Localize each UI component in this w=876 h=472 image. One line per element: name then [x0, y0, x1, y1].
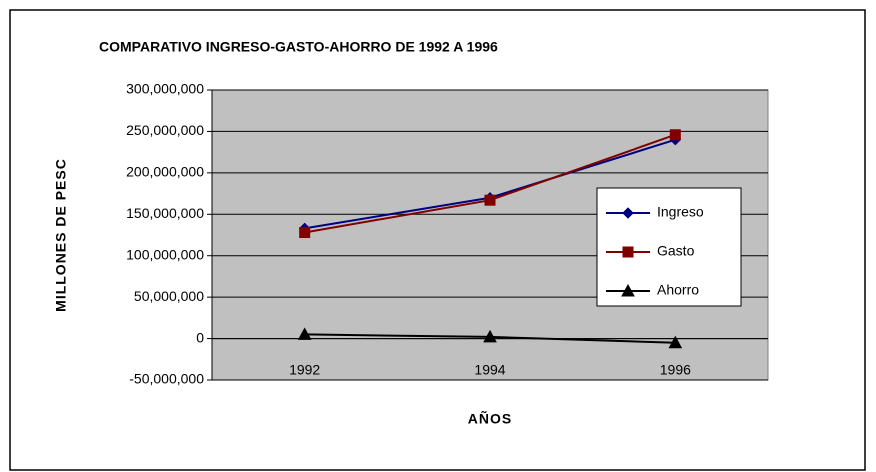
- x-axis-label: AÑOS: [468, 410, 512, 427]
- marker: [622, 246, 634, 258]
- y-tick-label: 250,000,000: [126, 122, 204, 138]
- y-tick-label: 0: [196, 329, 204, 345]
- y-tick-label: 100,000,000: [126, 246, 204, 262]
- marker: [622, 207, 634, 219]
- marker: [669, 129, 681, 141]
- y-tick-label: 150,000,000: [126, 205, 204, 221]
- legend-label: Ingreso: [657, 204, 704, 220]
- y-tick-label: 200,000,000: [126, 164, 204, 180]
- y-tick-label: 300,000,000: [126, 81, 204, 97]
- y-tick-label: -50,000,000: [129, 371, 204, 387]
- x-tick-label: 1996: [660, 361, 691, 377]
- marker: [297, 327, 312, 340]
- x-tick-label: 1994: [474, 361, 505, 377]
- x-tick-label: 1992: [289, 361, 320, 377]
- legend-box: [596, 187, 742, 307]
- chart-title: COMPARATIVO INGRESO-GASTO-AHORRO DE 1992…: [99, 39, 498, 55]
- marker: [483, 329, 497, 343]
- marker: [299, 227, 311, 239]
- legend-label: Ahorro: [657, 282, 699, 298]
- marker: [668, 335, 683, 349]
- marker: [484, 194, 496, 206]
- legend: Ingreso Gasto Ahorro: [596, 187, 742, 307]
- y-tick-label: 50,000,000: [134, 288, 204, 304]
- y-axis-label: MILLONES DE PESC: [53, 158, 69, 312]
- marker: [621, 283, 635, 297]
- legend-label: Gasto: [657, 243, 695, 259]
